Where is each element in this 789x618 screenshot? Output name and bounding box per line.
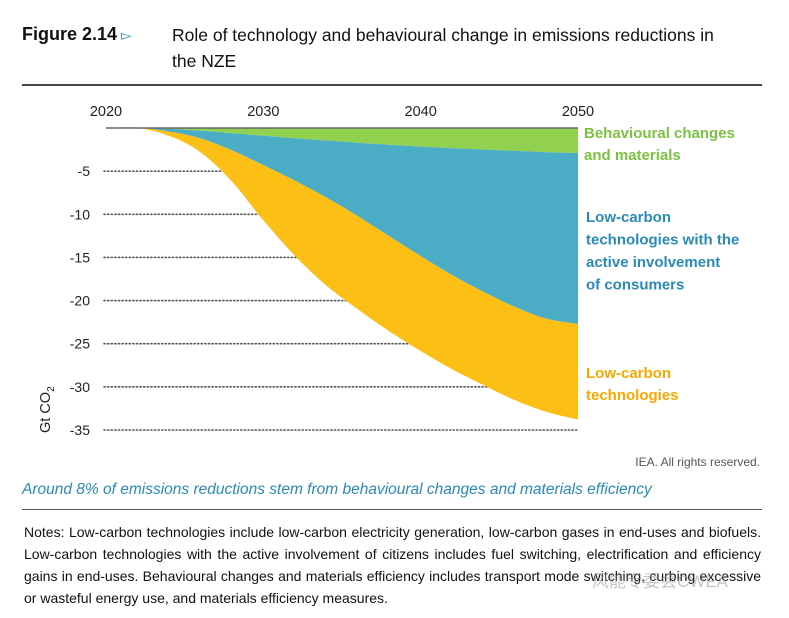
figure-caption: Around 8% of emissions reductions stem f… <box>22 481 652 498</box>
y-axis-label: Gt CO2 <box>38 386 57 433</box>
emissions-area-chart: -5 -10 -15 -20 -25 -30 -35 2020 2030 2040 2050 Gt C… <box>38 104 760 469</box>
figure-arrow-icon: ▻ <box>121 27 132 43</box>
x-tick-label: 2030 <box>247 104 279 120</box>
legend-label-consumers: of consumers <box>586 277 684 294</box>
figure-notes: Notes: Low-carbon technologies include l… <box>24 524 761 606</box>
legend-label-consumers: Low-carbon <box>586 209 671 226</box>
caption-rule <box>22 509 762 510</box>
header-rule <box>22 84 762 86</box>
y-tick-label: -30 <box>70 379 90 395</box>
y-tick-label: -10 <box>70 206 90 222</box>
watermark: 风能专委会CWEA <box>592 572 728 591</box>
legend-label-behavioural: and materials <box>584 147 681 164</box>
area-behavioural-changes <box>106 127 578 153</box>
y-tick-label: -5 <box>78 163 91 179</box>
y-tick-label: -35 <box>70 422 90 438</box>
legend-label-technologies: technologies <box>586 387 679 404</box>
x-tick-label: 2040 <box>405 104 437 120</box>
y-tick-label: -20 <box>70 293 90 309</box>
figure-label: Figure 2.14 ▻ <box>22 24 132 44</box>
credit-text: IEA. All rights reserved. <box>635 455 760 469</box>
legend-label-technologies: Low-carbon <box>586 365 671 382</box>
legend-label-consumers: technologies with the <box>586 232 739 249</box>
y-tick-label: -15 <box>70 249 90 265</box>
figure-title: Role of technology and behavioural chang… <box>172 25 714 71</box>
legend-label-consumers: active involvement <box>586 254 720 271</box>
x-tick-label: 2020 <box>90 104 122 120</box>
area-low-carbon-technologies <box>106 127 578 420</box>
y-tick-label: -25 <box>70 336 90 352</box>
area-consumer-technologies <box>106 127 578 324</box>
x-tick-label: 2050 <box>562 104 594 120</box>
legend-label-behavioural: Behavioural changes <box>584 125 735 142</box>
